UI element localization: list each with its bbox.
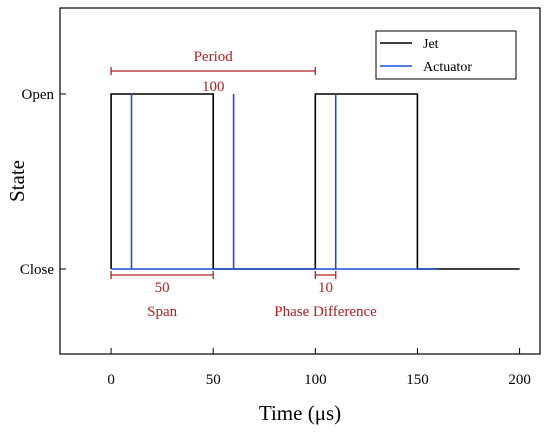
annotation-value: 100 [202, 79, 225, 95]
annotation-period: Period 100 [110, 49, 316, 95]
x-axis-title: Time (μs) [259, 401, 341, 425]
annotation-value: 10 [318, 280, 333, 296]
axis-ticks: 0 50 100 150 200 Close Open [20, 87, 531, 388]
annotations: Period 100 Span 50 Phase Difference 10 [110, 49, 377, 320]
x-tick-label: 200 [508, 372, 531, 388]
annotation-label: Period [194, 49, 234, 65]
annotation-span: Span 50 [110, 271, 214, 320]
legend-label-actuator: Actuator [423, 60, 472, 75]
y-tick-label: Open [22, 87, 55, 103]
annotation-label: Phase Difference [274, 304, 377, 320]
x-tick-label: 100 [304, 372, 327, 388]
x-tick-label: 150 [406, 372, 429, 388]
legend-box [375, 30, 517, 80]
annotation-label: Span [147, 304, 178, 320]
annotation-phase-difference: Phase Difference 10 [274, 271, 377, 320]
plot-frame [59, 7, 541, 355]
y-axis-title: State [5, 160, 29, 202]
legend-label-jet: Jet [423, 37, 439, 52]
annotation-value: 50 [155, 280, 170, 296]
x-tick-label: 50 [206, 372, 221, 388]
x-tick-label: 0 [107, 372, 115, 388]
series-lines [110, 93, 520, 270]
y-tick-label: Close [20, 262, 55, 278]
series-line-actuator [111, 94, 438, 270]
legend: Jet Actuator [375, 30, 517, 80]
series-line-jet [110, 93, 520, 270]
